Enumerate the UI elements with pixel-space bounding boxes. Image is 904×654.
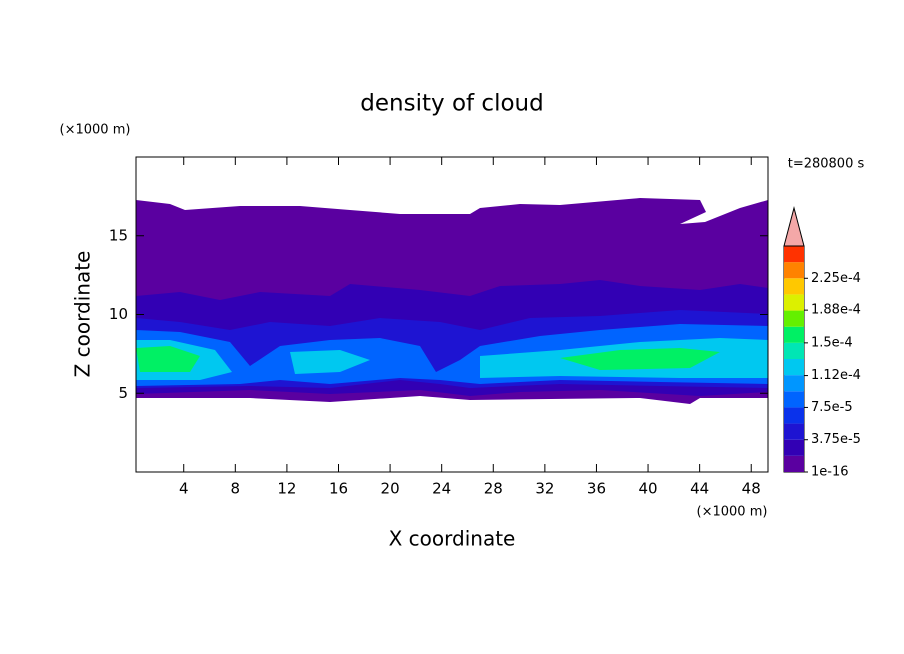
x-tick-label: 40 — [639, 480, 658, 498]
x-tick-label: 32 — [535, 480, 554, 498]
x-unit: (×1000 m) — [697, 505, 768, 520]
colorbar-tick-label: 2.25e-4 — [811, 271, 861, 286]
colorbar-box — [784, 375, 804, 392]
x-tick-label: 36 — [587, 480, 606, 498]
colorbar-tick-label: 3.75e-5 — [811, 432, 861, 447]
colorbar-box — [784, 407, 804, 424]
colorbar-tick-label: 1.5e-4 — [811, 335, 853, 350]
cloud-region — [136, 346, 720, 372]
x-tick-label: 48 — [742, 480, 761, 498]
x-tick-label: 28 — [484, 480, 503, 498]
colorbar-box — [784, 278, 804, 295]
x-tick-label: 12 — [277, 480, 296, 498]
colorbar-box — [784, 326, 804, 343]
y-axis-label: Z coordinate — [71, 251, 95, 378]
colorbar-extend — [783, 206, 805, 247]
x-tick-label: 44 — [690, 480, 709, 498]
x-tick-label: 24 — [432, 480, 451, 498]
x-axis-label: X coordinate — [389, 527, 516, 551]
colorbar-box — [784, 342, 804, 359]
colorbar-tick-label: 1.88e-4 — [811, 303, 861, 318]
colorbar-box — [784, 439, 804, 456]
colorbar-box — [784, 246, 804, 263]
colorbar-tick-label: 1e-16 — [811, 465, 849, 480]
x-tick-label: 16 — [329, 480, 348, 498]
x-tick-label: 8 — [231, 480, 241, 498]
field — [136, 198, 768, 404]
y-unit: (×1000 m) — [60, 123, 131, 138]
y-tick-label: 5 — [118, 384, 128, 402]
colorbar-box — [784, 359, 804, 376]
chart-title: density of cloud — [360, 91, 543, 117]
colorbar-box — [784, 455, 804, 472]
x-tick-label: 20 — [381, 480, 400, 498]
colorbar-box — [784, 423, 804, 440]
y-tick-label: 15 — [109, 226, 128, 244]
colorbar-box — [784, 294, 804, 311]
colorbar-box — [784, 310, 804, 327]
x-tick-label: 4 — [179, 480, 189, 498]
y-tick-label: 10 — [109, 305, 128, 323]
colorbar-box — [784, 391, 804, 408]
colorbar-box — [784, 262, 804, 279]
colorbar-tick-label: 7.5e-5 — [811, 400, 853, 415]
colorbar-tick-label: 1.12e-4 — [811, 368, 861, 383]
time-label: t=280800 s — [788, 157, 865, 172]
